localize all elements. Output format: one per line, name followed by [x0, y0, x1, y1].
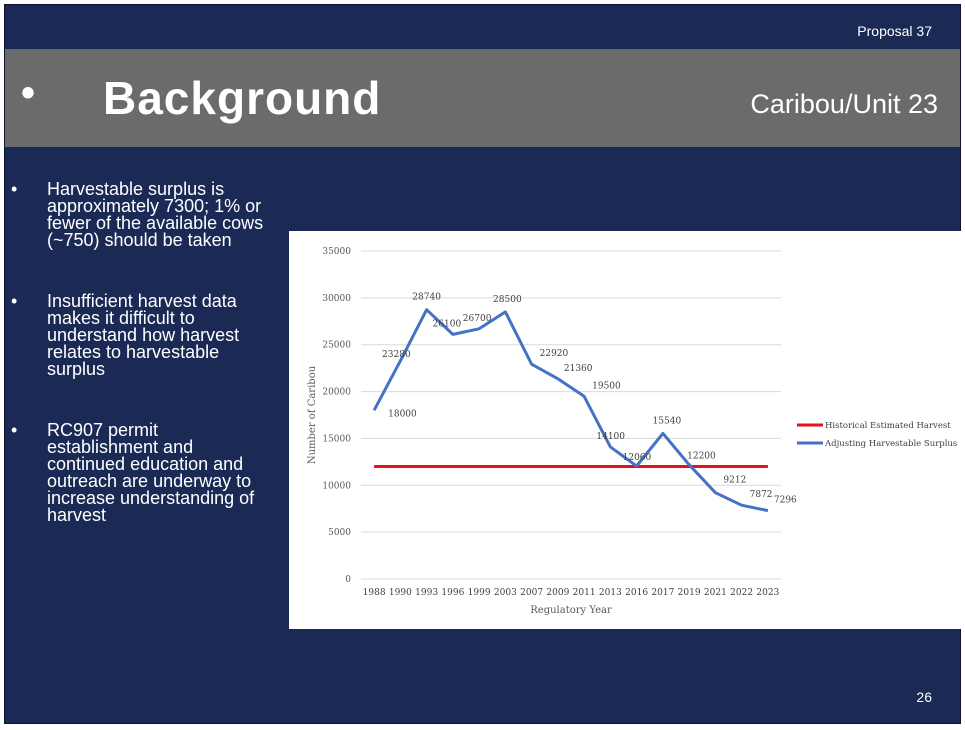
- data-label: 14100: [596, 432, 625, 442]
- y-tick-label: 35000: [322, 247, 351, 257]
- data-label: 9212: [723, 476, 746, 486]
- slide: Proposal 37 • Background Caribou/Unit 23…: [4, 4, 965, 724]
- data-label: 22920: [540, 349, 569, 359]
- data-label: 26700: [463, 314, 492, 324]
- x-tick-label: 2007: [520, 588, 543, 598]
- legend-label: Historical Estimated Harvest: [825, 421, 951, 431]
- slide-subtitle: Caribou/Unit 23: [750, 89, 938, 119]
- x-tick-label: 2013: [599, 588, 622, 598]
- x-tick-label: 2022: [730, 588, 753, 598]
- bullet-insufficient-data: Insufficient harvest data makes it diffi…: [11, 292, 271, 378]
- y-tick-label: 0: [345, 575, 351, 585]
- page-number: 26: [916, 689, 932, 705]
- legend-label: Adjusting Harvestable Surplus: [824, 439, 957, 449]
- chart-container: 0 5000 10000 15000 20000 25000 30000 35000 1988 1…: [289, 231, 965, 629]
- x-tick-label: 1996: [441, 588, 464, 598]
- y-tick-label: 30000: [322, 294, 351, 304]
- data-label: 21360: [564, 364, 593, 374]
- y-tick-label: 5000: [328, 528, 351, 538]
- title-bullet: •: [21, 71, 36, 115]
- data-label: 23280: [382, 350, 411, 360]
- x-tick-label: 1990: [389, 588, 412, 598]
- data-label: 7296: [774, 496, 797, 506]
- x-tick-label: 2021: [704, 588, 727, 598]
- y-tick-label: 10000: [322, 481, 351, 491]
- x-tick-label: 1993: [415, 588, 438, 598]
- x-tick-label: 2019: [678, 588, 701, 598]
- y-tick-label: 20000: [322, 388, 351, 398]
- proposal-label: Proposal 37: [857, 23, 932, 39]
- data-label: 12060: [623, 453, 652, 463]
- data-label: 18000: [388, 409, 417, 419]
- data-label: 26100: [433, 319, 462, 329]
- x-tick-label: 2023: [756, 588, 779, 598]
- x-tick-label: 2017: [651, 588, 674, 598]
- x-tick-label: 1999: [468, 588, 491, 598]
- data-label: 7872: [750, 490, 773, 500]
- x-tick-label: 1988: [363, 588, 386, 598]
- x-axis-title: Regulatory Year: [530, 605, 612, 616]
- x-tick-label: 2016: [625, 588, 648, 598]
- data-label: 28500: [493, 295, 522, 305]
- y-tick-label: 15000: [322, 434, 351, 444]
- x-tick-label: 2009: [546, 588, 569, 598]
- bullet-harvestable-surplus: Harvestable surplus is approximately 730…: [11, 180, 271, 249]
- data-label: 28740: [412, 293, 441, 303]
- bullet-list: Harvestable surplus is approximately 730…: [11, 180, 271, 568]
- x-tick-label: 2011: [573, 588, 596, 598]
- data-label: 19500: [592, 381, 621, 391]
- y-tick-label: 25000: [322, 341, 351, 351]
- title-band: • Background Caribou/Unit 23: [5, 49, 960, 147]
- y-axis-title: Number of Caribou: [307, 365, 318, 464]
- bullet-rc907-permit: RC907 permit establishment and continued…: [11, 421, 271, 524]
- data-label: 12200: [687, 452, 716, 462]
- series-line-harvestable-surplus: [372, 308, 769, 513]
- slide-title: Background: [103, 72, 382, 124]
- x-tick-label: 2003: [494, 588, 517, 598]
- data-label: 15540: [653, 416, 682, 426]
